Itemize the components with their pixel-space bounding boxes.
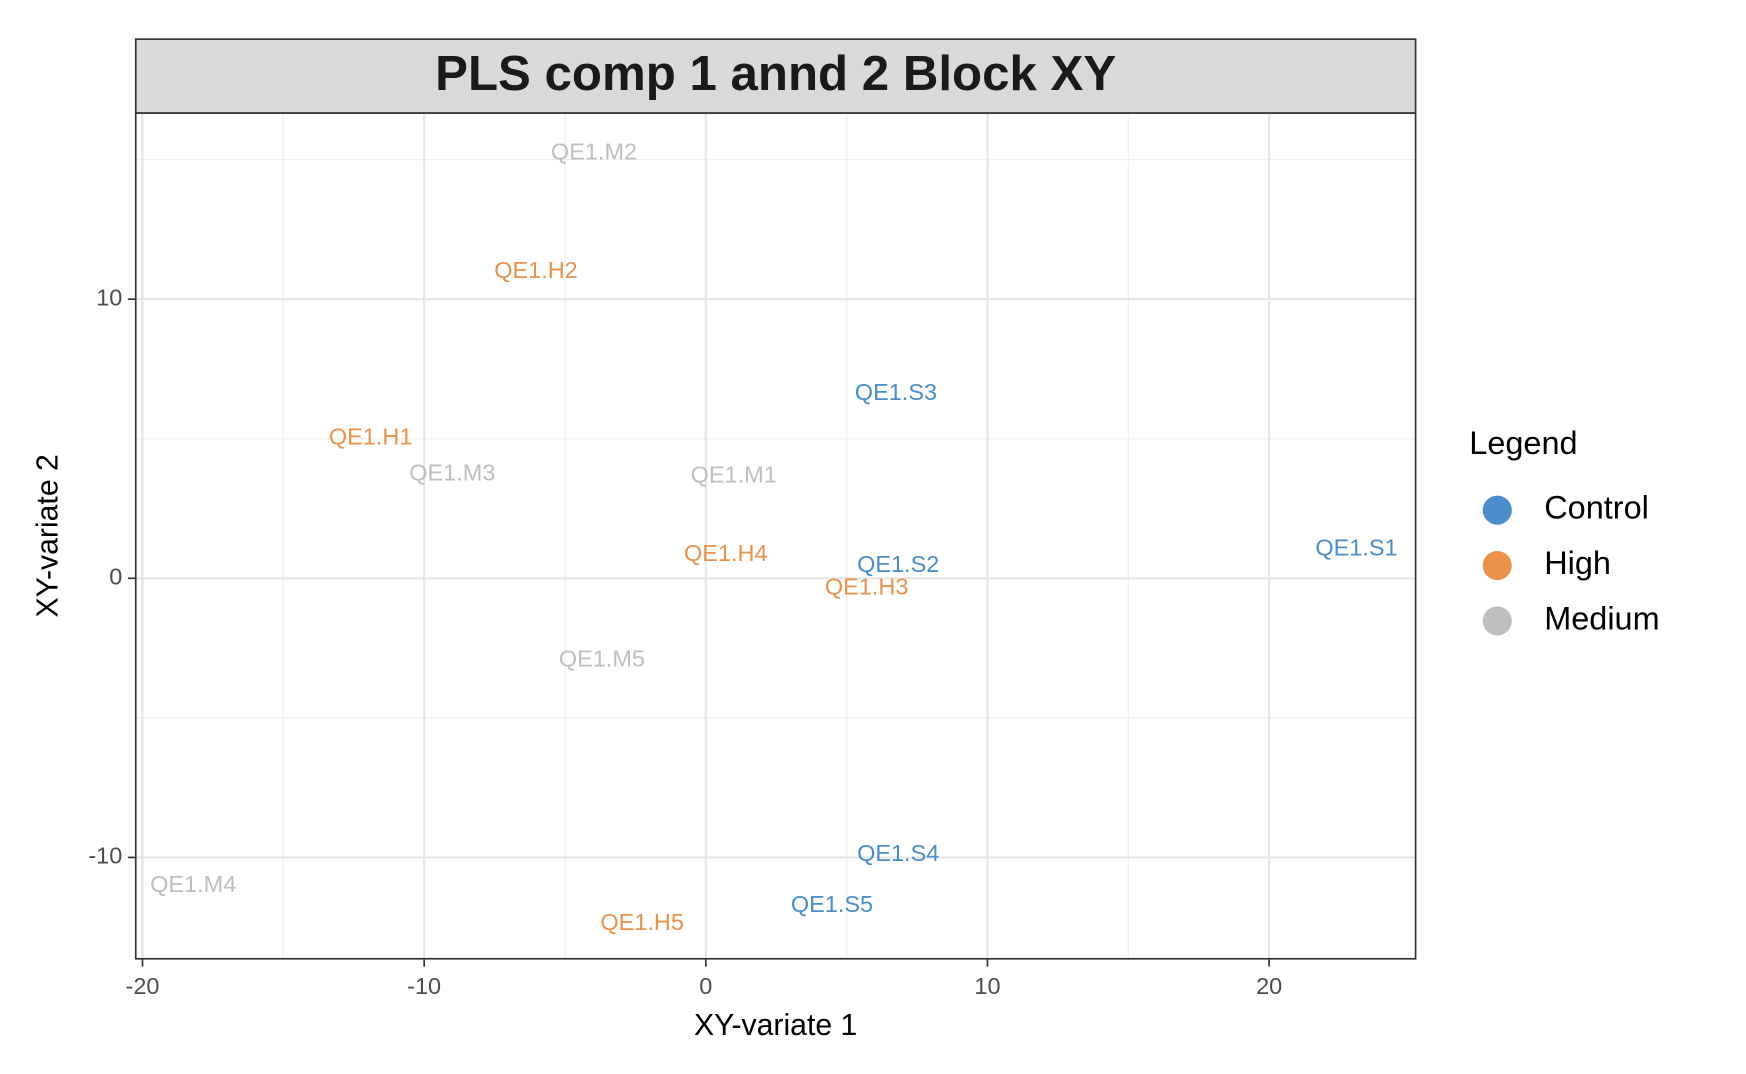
y-tick-label: 0 xyxy=(109,564,122,590)
point-label: QE1.M2 xyxy=(551,138,637,164)
points: QE1.S1 QE1.S2 QE1.S3 QE1.S4 QE1.S5 QE1.H1 QE1.… xyxy=(150,138,1397,935)
grid xyxy=(135,112,1416,959)
legend-label: Control xyxy=(1544,490,1649,526)
panel xyxy=(135,112,1416,959)
point-label: QE1.S4 xyxy=(857,840,939,866)
legend-swatch xyxy=(1482,606,1512,636)
chart-title: PLS comp 1 annd 2 Block XY xyxy=(435,46,1116,101)
point-label: QE1.H4 xyxy=(684,540,768,566)
point-label: QE1.H5 xyxy=(600,909,684,935)
y-tick-label: 10 xyxy=(96,284,122,310)
point-label: QE1.H1 xyxy=(329,424,413,450)
y-tick-label: -10 xyxy=(88,843,122,869)
legend-swatch xyxy=(1482,550,1512,581)
point-label: QE1.S2 xyxy=(857,551,939,577)
point-label: QE1.M3 xyxy=(409,459,495,485)
point-label: QE1.H3 xyxy=(825,574,909,600)
x-tick-label: 0 xyxy=(699,973,712,999)
y-axis-title: XY-variate 2 xyxy=(32,454,65,617)
x-tick-label: 10 xyxy=(974,973,1000,999)
point-label: QE1.M4 xyxy=(150,871,236,897)
point-label: QE1.S5 xyxy=(791,891,873,917)
legend-label: Medium xyxy=(1544,600,1659,636)
legend-swatch xyxy=(1482,495,1512,525)
x-tick-label: 20 xyxy=(1256,973,1282,999)
x-tick-label: -20 xyxy=(126,973,160,999)
point-label: QE1.S3 xyxy=(855,379,937,405)
legend-title: Legend xyxy=(1469,425,1577,461)
point-label: QE1.M5 xyxy=(559,645,645,671)
point-label: QE1.H2 xyxy=(494,257,578,283)
x-tick-label: -10 xyxy=(407,973,441,999)
point-label: QE1.M1 xyxy=(691,462,777,488)
point-label: QE1.S1 xyxy=(1315,534,1397,560)
legend-label: High xyxy=(1544,545,1611,581)
title-strip xyxy=(134,38,1417,114)
x-axis-title: XY-variate 1 xyxy=(694,1009,857,1042)
